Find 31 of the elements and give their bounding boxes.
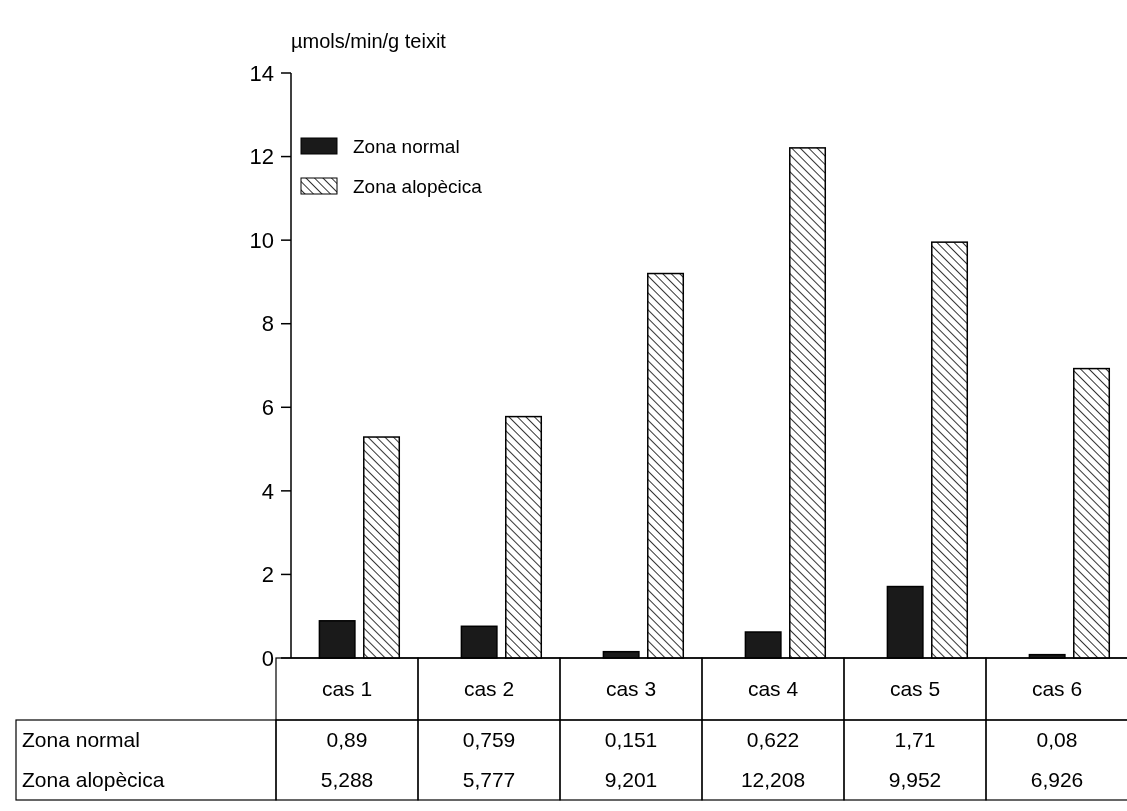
legend-label: Zona normal <box>353 135 460 157</box>
data-label: 0,759 <box>462 728 516 752</box>
x-tick-label: cas 5 <box>889 677 941 701</box>
data-label: 5,777 <box>462 768 516 792</box>
data-label: 9,201 <box>604 768 658 792</box>
y-tick-label: 0 <box>261 645 274 671</box>
data-label: 0,622 <box>746 728 800 752</box>
legend-label: Zona alopècica <box>353 175 483 197</box>
y-tick-label: 4 <box>261 478 274 504</box>
data-label: 0,08 <box>1036 728 1078 752</box>
x-tick-label: cas 2 <box>463 677 515 701</box>
y-axis-title: µmols/min/g teixit <box>291 30 447 52</box>
data-label: 0,151 <box>604 728 658 752</box>
data-label: 0,89 <box>326 728 368 752</box>
text: Zona normal <box>22 728 140 752</box>
y-tick-label: 14 <box>249 60 274 86</box>
y-tick-label: 6 <box>261 394 274 420</box>
x-tick-label: cas 1 <box>321 677 373 701</box>
x-tick-label: cas 4 <box>747 677 799 701</box>
text: Zona alopècica <box>22 768 165 792</box>
data-label: 6,926 <box>1030 768 1084 792</box>
y-tick-label: 2 <box>261 562 274 588</box>
data-label: 5,288 <box>320 768 374 792</box>
data-label: 1,71 <box>894 728 936 752</box>
data-label: 12,208 <box>740 768 806 792</box>
y-tick-label: 10 <box>249 227 274 253</box>
data-label: 9,952 <box>888 768 942 792</box>
y-tick-label: 8 <box>261 311 274 337</box>
x-tick-label: cas 3 <box>605 677 657 701</box>
x-tick-label: cas 6 <box>1031 677 1083 701</box>
y-tick-label: 12 <box>249 144 274 170</box>
